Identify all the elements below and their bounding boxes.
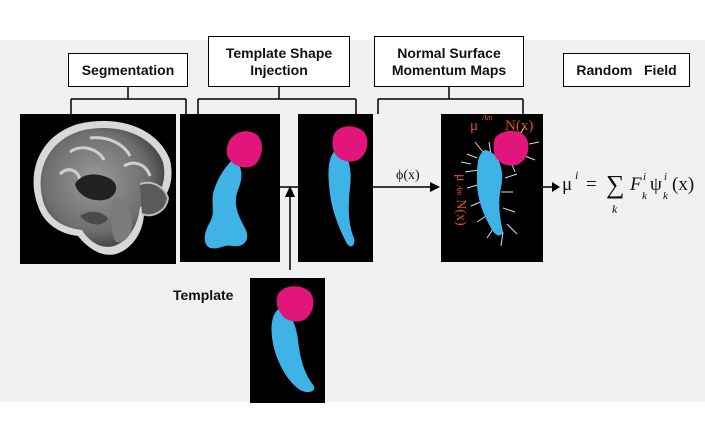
- normal-surface-momentum-header: Normal Surface Momentum Maps: [374, 36, 524, 87]
- template-structure-image: [250, 278, 325, 403]
- formula-sum: ∑: [606, 170, 625, 199]
- normal-surface-label-line2: Momentum Maps: [391, 61, 507, 78]
- normal-surface-label-line1: Normal Surface: [397, 44, 501, 61]
- template-up-arrowhead: [285, 186, 295, 197]
- phi-label: ϕ(x): [396, 168, 420, 183]
- momentum-side-superscript: Am: [455, 185, 464, 196]
- momentum-map-panel: [441, 114, 543, 262]
- formula-psi-subscript: k: [663, 190, 668, 202]
- segmentation-header: Segmentation: [68, 53, 188, 87]
- template-shape-injection-header: Template Shape Injection: [208, 36, 350, 87]
- momentum-top-superscript: Am: [482, 113, 493, 122]
- formula-F-subscript: k: [642, 190, 647, 202]
- formula-sum-subscript: k: [612, 202, 618, 216]
- momentum-side-mu: μ: [453, 174, 468, 182]
- formula-argument: (x): [672, 174, 695, 195]
- formula-psi-superscript: i: [664, 171, 668, 183]
- formula-lhs: μ: [562, 174, 573, 195]
- random-field-formula: μ i = ∑ k F i k ψ i k (x): [562, 168, 702, 218]
- template-shape-label-line1: Template Shape: [225, 44, 333, 61]
- mri-brain-image: [20, 114, 176, 264]
- template-label: Template: [173, 287, 234, 303]
- phi-arrowhead: [430, 182, 440, 192]
- random-field-header: Random Field: [563, 53, 690, 87]
- formula-F: F: [630, 174, 642, 195]
- random-field-label: Random Field: [576, 61, 677, 78]
- formula-psi: ψ: [650, 174, 662, 195]
- injected-structure-panel-2: [298, 114, 373, 262]
- template-shape-label-line2: Injection: [250, 61, 308, 78]
- momentum-side-normal: N(x): [453, 199, 468, 226]
- momentum-side-annotation: μ Am N(x): [452, 174, 468, 274]
- formula-lhs-superscript: i: [575, 168, 579, 182]
- formula-F-superscript: i: [643, 171, 647, 183]
- formula-equals: =: [586, 174, 597, 195]
- random-field-arrowhead: [552, 182, 560, 192]
- injected-structure-panel-1: [180, 114, 280, 262]
- momentum-top-normal: N(x): [505, 118, 534, 134]
- segmentation-label: Segmentation: [81, 61, 175, 78]
- momentum-top-mu: μ: [470, 118, 479, 134]
